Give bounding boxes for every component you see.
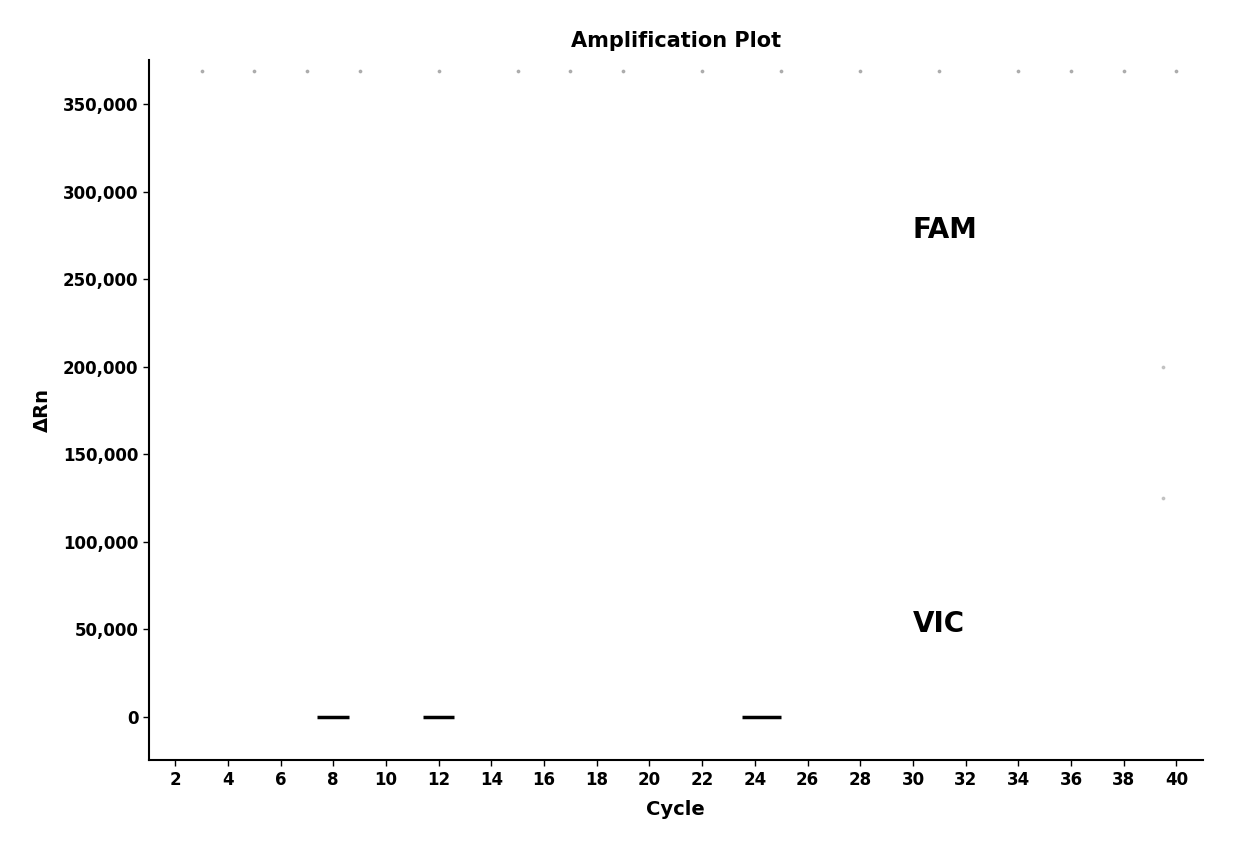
Text: FAM: FAM [913,216,978,245]
X-axis label: Cycle: Cycle [646,800,706,819]
Y-axis label: ΔRn: ΔRn [32,389,52,432]
Title: Amplification Plot: Amplification Plot [570,30,781,51]
Text: VIC: VIC [913,610,965,638]
